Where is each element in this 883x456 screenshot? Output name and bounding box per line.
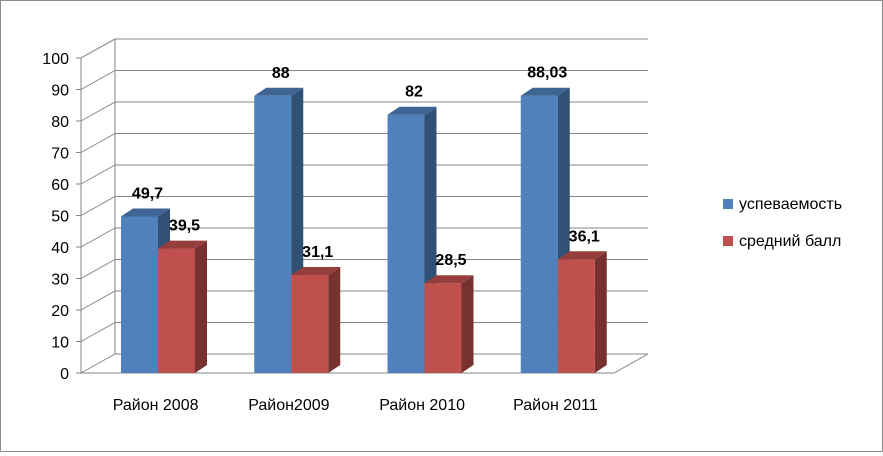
bar-top xyxy=(520,87,570,96)
bar-top xyxy=(424,275,474,284)
bar xyxy=(557,251,607,373)
bars xyxy=(121,87,607,374)
data-label: 28,5 xyxy=(435,252,466,269)
bar-front xyxy=(520,95,558,373)
bar-side xyxy=(594,251,607,373)
y-tick-label: 20 xyxy=(51,303,69,320)
y-axis-ticks: 0 10 20 30 40 50 60 70 80 90 100 xyxy=(42,51,69,383)
y-tick-label: 50 xyxy=(51,209,69,226)
y-tick-label: 60 xyxy=(51,177,69,194)
data-label: 88,03 xyxy=(527,65,567,82)
bar-front xyxy=(557,259,595,373)
category-label: Район2009 xyxy=(248,397,329,414)
bar-top xyxy=(387,106,437,115)
bar-top xyxy=(254,87,304,96)
bar xyxy=(424,275,474,373)
bar-side xyxy=(328,267,341,373)
category-label: Район 2008 xyxy=(113,397,199,414)
gridlines xyxy=(76,38,648,374)
bar-front xyxy=(291,275,329,373)
gridline xyxy=(80,227,648,248)
data-label: 88 xyxy=(272,65,290,82)
category-labels: Район 2008 Район2009 Район 2010 Район 2011 xyxy=(113,397,598,414)
bar-top xyxy=(158,240,207,249)
bar xyxy=(158,240,207,373)
bar-front xyxy=(424,283,462,373)
data-label: 39,5 xyxy=(169,218,200,235)
y-tick-label: 100 xyxy=(42,51,69,68)
bar-front xyxy=(387,114,425,373)
gridline xyxy=(80,101,648,122)
bar-front xyxy=(158,248,195,373)
y-tick-label: 70 xyxy=(51,146,69,163)
gridline xyxy=(80,164,648,185)
data-label: 82 xyxy=(405,84,423,101)
data-label: 31,1 xyxy=(302,244,333,261)
y-tick-label: 40 xyxy=(51,240,69,257)
data-label: 36,1 xyxy=(569,228,600,245)
bar-front xyxy=(254,95,292,374)
back-wall-top-edge xyxy=(80,38,648,59)
data-label: 49,7 xyxy=(132,185,163,202)
bar-side xyxy=(195,240,207,373)
gridline xyxy=(80,259,648,279)
category-label: Район 2010 xyxy=(379,397,465,414)
category-label: Район 2011 xyxy=(513,397,598,414)
gridline xyxy=(80,196,648,216)
bar xyxy=(254,87,304,374)
bar-top xyxy=(557,251,607,260)
data-labels: 49,7 39,5 88 31,1 82 28,5 88,03 36,1 xyxy=(132,65,600,270)
bar-front xyxy=(121,216,158,373)
y-tick-label: 80 xyxy=(51,114,69,131)
legend: успеваемость средний балл xyxy=(723,196,842,250)
y-tick-label: 90 xyxy=(51,83,69,100)
gridline xyxy=(80,38,648,59)
y-tick-label: 30 xyxy=(51,272,69,289)
bar xyxy=(291,267,341,373)
legend-swatch xyxy=(723,199,733,209)
legend-swatch xyxy=(723,236,733,246)
legend-label: средний балл xyxy=(739,233,841,250)
gridline xyxy=(80,133,648,153)
y-tick-label: 10 xyxy=(51,335,69,352)
bar-top xyxy=(291,267,341,276)
legend-label: успеваемость xyxy=(739,196,842,213)
bar-side xyxy=(461,275,474,373)
y-tick-label: 0 xyxy=(60,366,69,383)
gridline xyxy=(80,70,648,90)
bar-top xyxy=(121,208,170,217)
